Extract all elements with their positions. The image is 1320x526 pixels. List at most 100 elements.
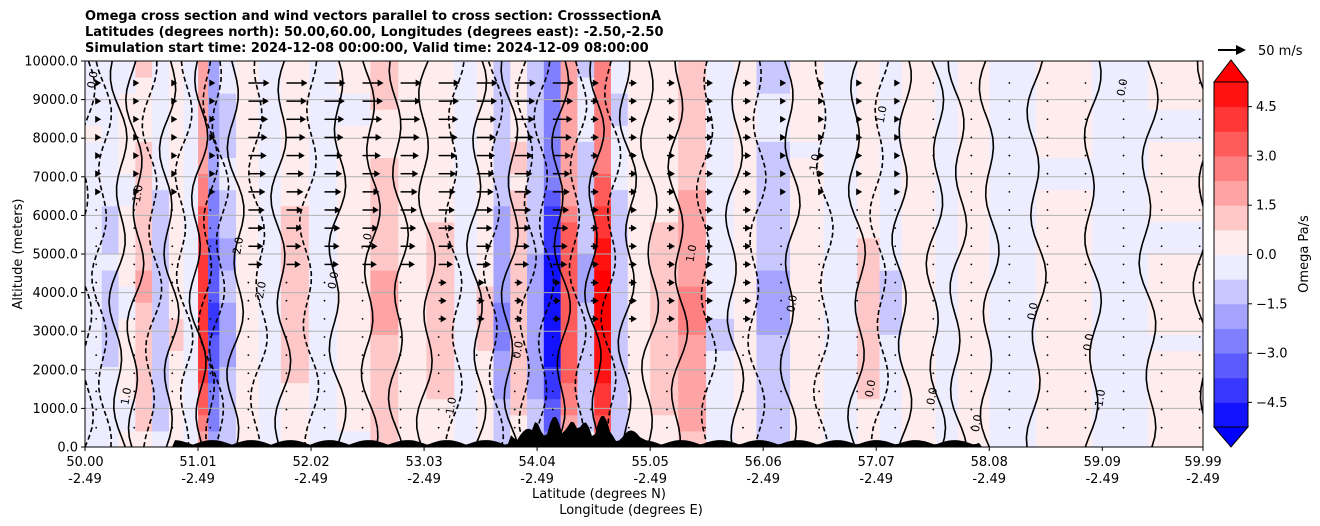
- wind-vector: [95, 426, 98, 429]
- omega-cell: [426, 61, 455, 78]
- wind-vector: [95, 372, 98, 375]
- wind-vector: [780, 426, 782, 429]
- omega-cell: [118, 414, 136, 432]
- wind-vector: [1122, 317, 1125, 320]
- contour-label: 2.0: [230, 236, 246, 255]
- wind-vector: [666, 390, 668, 393]
- omega-cell: [678, 173, 707, 191]
- omega-cell: [560, 334, 578, 351]
- omega-cell: [398, 366, 427, 384]
- omega-cell: [610, 398, 629, 416]
- omega-cell: [650, 302, 679, 319]
- omega-cell: [476, 77, 494, 94]
- omega-cell: [1092, 109, 1149, 126]
- omega-cell: [152, 286, 170, 303]
- wind-vector-head: [706, 224, 713, 232]
- omega-cell: [280, 157, 310, 175]
- wind-vector: [285, 408, 288, 411]
- omega-cell: [1036, 205, 1093, 223]
- omega-cell: [219, 93, 237, 110]
- omega-cell: [510, 173, 528, 191]
- wind-vector: [1046, 426, 1049, 429]
- wind-vector-head: [412, 170, 419, 178]
- omega-cell: [183, 237, 199, 255]
- colorbar-segment: [1214, 180, 1248, 206]
- wind-vector: [209, 390, 212, 393]
- omega-cell: [493, 141, 511, 158]
- omega-cell: [1148, 366, 1203, 384]
- wind-vector-head: [745, 242, 752, 250]
- wind-vector-head: [894, 79, 901, 87]
- wind-vector-head: [374, 152, 381, 160]
- omega-cell: [85, 366, 103, 384]
- wind-vector: [1046, 408, 1049, 411]
- wind-vector: [818, 372, 821, 375]
- omega-cell: [935, 237, 959, 255]
- wind-vector: [932, 209, 935, 211]
- wind-vector: [627, 390, 630, 393]
- wind-vector-head: [133, 115, 140, 123]
- omega-cell: [1036, 350, 1093, 368]
- omega-cell: [101, 173, 120, 191]
- contour-line: [141, 61, 163, 447]
- omega-cell: [336, 173, 371, 191]
- omega-cell: [1092, 77, 1149, 94]
- omega-cell: [790, 302, 825, 319]
- wind-vector: [551, 354, 554, 357]
- omega-cell: [790, 237, 825, 255]
- omega-cell: [678, 334, 707, 351]
- omega-cell: [1148, 189, 1203, 207]
- omega-cell: [706, 270, 735, 287]
- omega-cell: [308, 125, 338, 142]
- wind-vector: [1008, 227, 1011, 230]
- wind-vector: [932, 100, 935, 103]
- omega-cell: [527, 189, 545, 207]
- contour-line: [1192, 61, 1203, 417]
- omega-cell: [879, 270, 903, 287]
- omega-cell: [236, 141, 259, 158]
- omega-cell: [510, 125, 528, 142]
- wind-vector-head: [478, 279, 485, 287]
- omega-cell: [1148, 141, 1203, 158]
- wind-vector: [1122, 82, 1125, 84]
- omega-cell: [398, 61, 427, 78]
- omega-cell: [280, 173, 310, 191]
- omega-cell: [493, 398, 511, 416]
- colorbar-segment: [1214, 377, 1248, 403]
- wind-vector: [475, 390, 478, 393]
- omega-cell: [308, 189, 338, 207]
- wind-vector-head: [525, 206, 532, 214]
- wind-vector: [323, 299, 326, 302]
- wind-vector-head: [133, 133, 140, 141]
- omega-cell: [258, 93, 282, 110]
- contour-line: [869, 61, 890, 447]
- omega-cell: [901, 93, 937, 110]
- omega-cell: [756, 205, 791, 223]
- omega-cell: [198, 141, 209, 158]
- omega-cell: [650, 93, 679, 110]
- omega-cell: [152, 109, 170, 126]
- wind-vector: [1008, 390, 1011, 393]
- omega-cell: [706, 302, 735, 319]
- omega-cell: [543, 398, 562, 416]
- omega-cell: [198, 254, 209, 271]
- x-tick-label-lat: 53.03: [405, 455, 442, 470]
- wind-vector: [1008, 426, 1011, 429]
- omega-cell: [560, 221, 578, 239]
- omega-cell: [336, 205, 371, 223]
- wind-vector-head: [592, 133, 599, 141]
- wind-vector-head: [780, 133, 787, 141]
- omega-cell: [1092, 237, 1149, 255]
- omega-cell: [935, 61, 959, 78]
- wind-vector: [437, 336, 440, 338]
- wind-vector: [589, 336, 592, 338]
- colorbar-segment: [1214, 106, 1248, 132]
- omega-cell: [135, 77, 153, 94]
- omega-cell: [857, 366, 881, 384]
- wind-vector-head: [567, 79, 574, 87]
- omega-cell: [280, 205, 310, 223]
- omega-cell: [336, 398, 371, 416]
- omega-cell: [734, 173, 757, 191]
- wind-vector: [780, 390, 782, 393]
- omega-cell: [219, 286, 237, 303]
